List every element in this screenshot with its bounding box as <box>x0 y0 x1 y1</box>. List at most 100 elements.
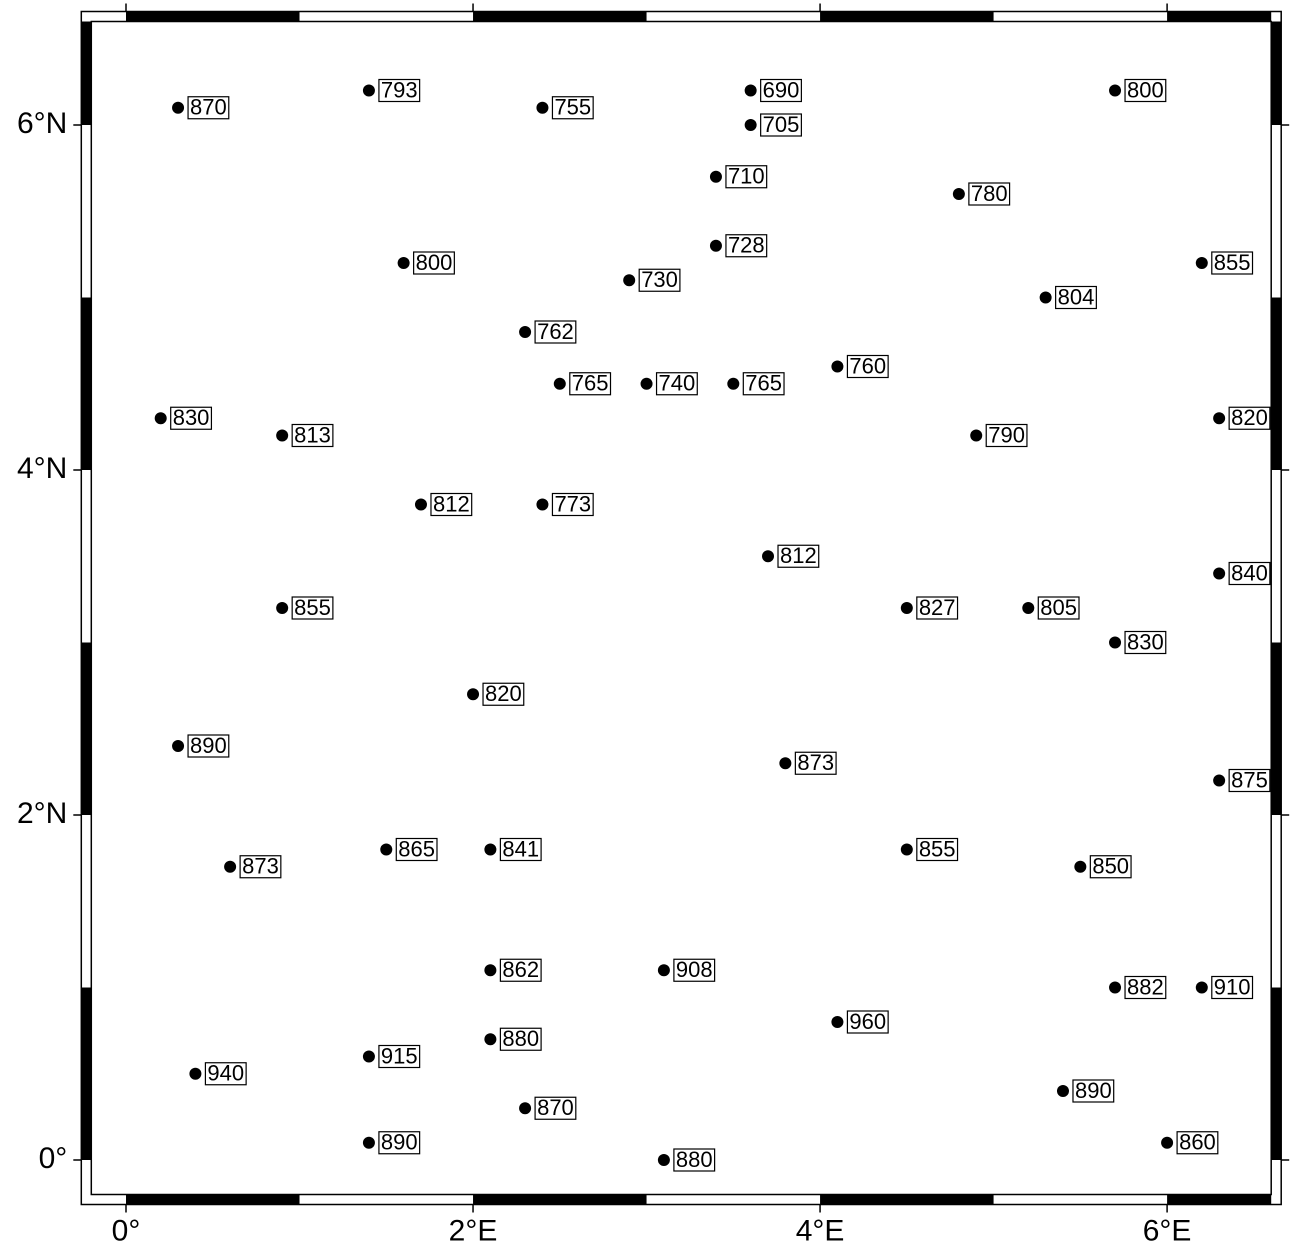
x-tick-label: 0° <box>112 1214 141 1247</box>
label-box <box>551 96 594 120</box>
label-box <box>239 855 282 879</box>
value-label: 820 <box>485 681 522 706</box>
station-point <box>1161 1136 1174 1149</box>
label-box <box>499 837 542 862</box>
label-box <box>1055 285 1097 310</box>
label-box <box>968 182 1011 206</box>
value-label: 875 <box>1231 767 1268 792</box>
station-point <box>484 964 497 977</box>
label-box <box>534 320 577 344</box>
label-box <box>985 423 1028 448</box>
station-point <box>744 84 757 97</box>
station-point <box>553 377 566 390</box>
y-tick-label: 2°N <box>17 797 67 830</box>
value-label: 873 <box>242 854 279 879</box>
value-label: 710 <box>728 164 765 189</box>
station-point <box>397 257 410 269</box>
label-box <box>395 837 438 862</box>
label-box <box>916 837 959 862</box>
value-label: 765 <box>745 371 782 396</box>
label-box <box>794 751 837 775</box>
label-box <box>499 1027 542 1051</box>
station-point <box>744 119 757 131</box>
frame-segment <box>1167 11 1272 22</box>
station-point <box>1039 291 1052 304</box>
x-tick-label: 4°E <box>796 1214 845 1247</box>
value-label: 862 <box>502 957 539 982</box>
label-box <box>187 96 230 120</box>
label-box <box>1072 1079 1115 1103</box>
value-label: 812 <box>433 491 470 516</box>
value-label: 705 <box>763 112 800 137</box>
value-label: 804 <box>1058 284 1095 309</box>
value-label: 860 <box>1179 1130 1216 1155</box>
value-label: 800 <box>416 250 453 275</box>
frame <box>80 10 1282 1206</box>
station-point <box>900 602 913 614</box>
station-point <box>484 843 497 856</box>
value-label: 827 <box>919 595 956 620</box>
value-label: 855 <box>919 836 956 861</box>
station-point <box>172 740 185 752</box>
label-box <box>673 1148 716 1172</box>
value-label: 850 <box>1092 854 1129 879</box>
label-box <box>378 1044 421 1069</box>
station-point <box>224 860 237 873</box>
frame-segment <box>1271 987 1282 1160</box>
station-point <box>1213 774 1226 787</box>
y-tick-label: 6°N <box>17 107 67 140</box>
value-label: 690 <box>763 77 800 102</box>
label-box <box>1124 78 1167 103</box>
label-box <box>1124 630 1167 655</box>
value-label: 812 <box>780 543 817 568</box>
value-label: 890 <box>190 733 227 758</box>
frame-segment <box>1167 1194 1272 1205</box>
frame-segment <box>820 1194 994 1205</box>
label-box <box>1211 975 1254 1000</box>
y-tick-label: 0° <box>39 1142 68 1175</box>
label-box <box>1228 406 1271 430</box>
value-label: 910 <box>1214 974 1251 999</box>
value-label: 890 <box>1075 1078 1112 1103</box>
station-point <box>172 101 185 114</box>
label-box <box>673 958 716 982</box>
station-point <box>362 84 375 97</box>
label-box <box>1089 855 1132 879</box>
station-point <box>1074 860 1087 873</box>
value-label: 880 <box>676 1147 713 1172</box>
value-label: 890 <box>381 1130 418 1155</box>
station-point <box>362 1136 375 1149</box>
value-label: 915 <box>381 1043 418 1068</box>
label-box <box>378 1131 421 1155</box>
station-point <box>484 1033 497 1046</box>
station-point <box>519 326 532 338</box>
value-label: 865 <box>398 836 435 861</box>
station-point <box>536 498 549 511</box>
label-box <box>1228 768 1271 793</box>
value-label: 765 <box>572 371 609 396</box>
station-point <box>762 550 775 563</box>
label-box <box>499 958 542 982</box>
frame-segment <box>473 11 647 22</box>
frame-segment <box>81 297 92 470</box>
x-tick-label: 6°E <box>1143 1214 1192 1247</box>
label-box <box>1228 561 1271 586</box>
station-point <box>831 1016 844 1028</box>
label-box <box>725 165 768 189</box>
label-box <box>1211 251 1254 275</box>
value-label: 873 <box>797 750 834 775</box>
station-point <box>380 843 393 856</box>
value-label: 800 <box>1127 77 1164 102</box>
label-box <box>655 372 698 396</box>
station-point <box>831 360 844 373</box>
station-point <box>467 688 480 701</box>
label-box <box>204 1062 247 1086</box>
frame-segment <box>820 11 994 22</box>
label-box <box>378 78 421 103</box>
value-label: 840 <box>1231 560 1268 585</box>
frame-segment <box>81 642 92 815</box>
value-label: 841 <box>502 836 539 861</box>
label-box <box>170 406 213 430</box>
station-point <box>1109 981 1122 994</box>
frame-segment <box>126 1194 300 1205</box>
